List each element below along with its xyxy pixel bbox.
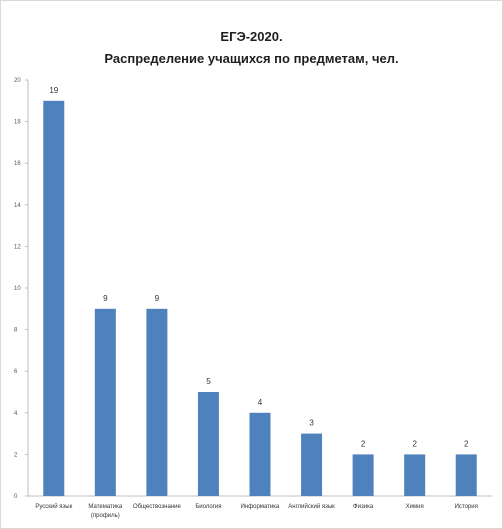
bar-value-label: 2 xyxy=(412,439,417,448)
x-category-label: Биология xyxy=(195,504,221,510)
y-tick-label: 20 xyxy=(14,78,21,84)
bar-value-label: 19 xyxy=(49,86,58,95)
bar-value-label: 2 xyxy=(361,439,366,448)
bar-value-label: 4 xyxy=(258,398,263,407)
y-tick-label: 10 xyxy=(14,286,21,292)
bar-value-label: 9 xyxy=(103,294,108,303)
data-labels: 19 9 9 5 4 3 2 2 2 xyxy=(49,86,469,449)
bar-value-label: 2 xyxy=(464,439,469,448)
y-tick-label: 4 xyxy=(14,411,18,417)
bar-value-label: 9 xyxy=(155,294,160,303)
category-labels: Русский язык Математика (профиль) Обществоз… xyxy=(35,503,478,519)
y-tick-label: 2 xyxy=(14,452,18,458)
bar xyxy=(352,454,374,496)
bar xyxy=(197,392,219,496)
bar xyxy=(94,308,116,496)
y-tick-label: 8 xyxy=(14,328,18,334)
y-tick-label: 16 xyxy=(14,161,21,167)
bar xyxy=(43,100,65,497)
x-category-label: Математика (профиль) xyxy=(88,504,122,519)
bars xyxy=(43,100,477,497)
y-tick-label: 14 xyxy=(14,203,21,209)
x-category-label: Информатика xyxy=(241,504,280,510)
bar xyxy=(455,454,477,496)
chart-title: ЕГЭ-2020. Распределение учащихся по пред… xyxy=(0,26,503,70)
y-tick-label: 18 xyxy=(14,120,21,126)
x-category-label: Русский язык xyxy=(35,503,72,510)
chart-title-line-2: Распределение учащихся по предметам, чел… xyxy=(104,51,399,66)
x-category-label: История xyxy=(455,504,478,510)
x-category-label: Обществознание xyxy=(133,504,182,510)
y-tick-label: 12 xyxy=(14,244,21,250)
y-tick-label: 0 xyxy=(14,494,18,500)
bar-value-label: 3 xyxy=(309,419,314,428)
bar-value-label: 5 xyxy=(206,377,211,386)
x-category-label: Английский язык xyxy=(288,503,335,510)
bar xyxy=(146,308,168,496)
y-tick-label: 6 xyxy=(14,369,18,375)
chart-title-line-1: ЕГЭ-2020. xyxy=(220,29,283,44)
bar xyxy=(301,433,323,496)
x-category-label: Химия xyxy=(406,504,424,510)
bar xyxy=(404,454,426,496)
x-category-label: Физика xyxy=(353,504,374,510)
bar xyxy=(249,412,271,496)
